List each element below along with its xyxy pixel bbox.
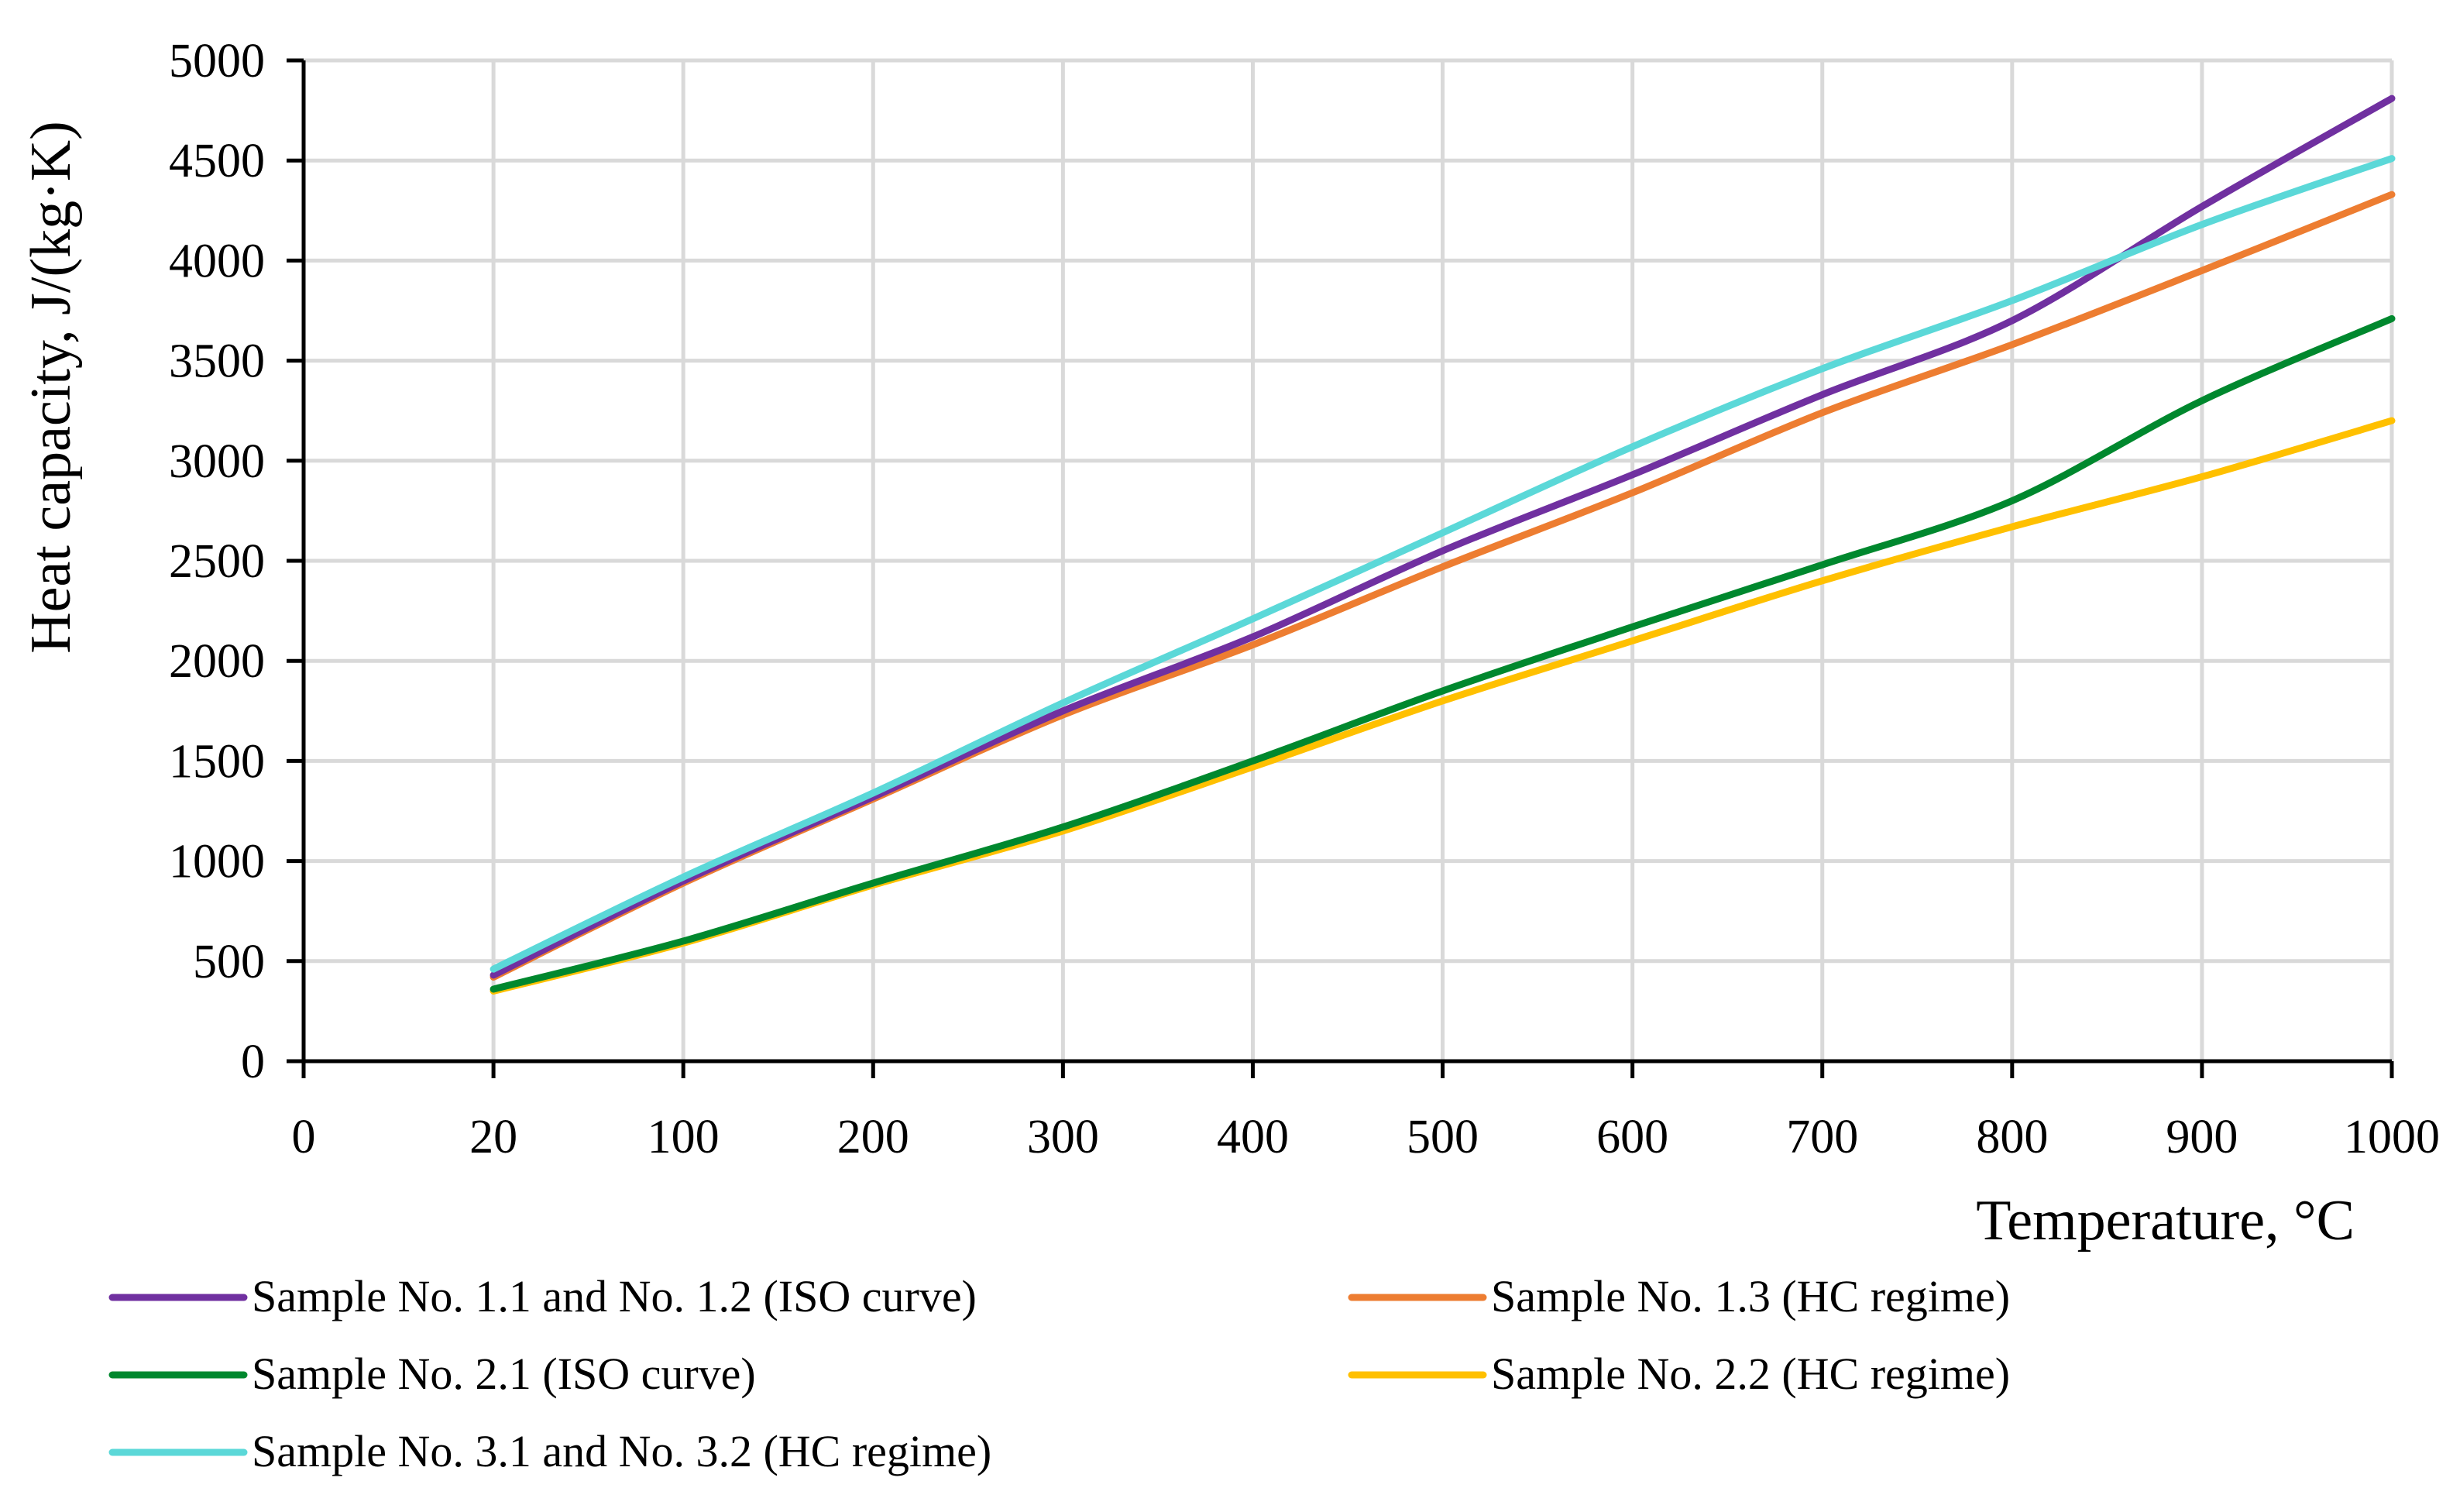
y-axis-title: Heat capacity, J/(kg·K) bbox=[19, 121, 83, 654]
x-tick-label-300: 300 bbox=[1027, 1111, 1099, 1163]
y-tick-label-3000: 3000 bbox=[169, 435, 265, 488]
legend-item-1: Sample No. 1.1 and No. 1.2 (ISO curve) bbox=[108, 1271, 977, 1321]
x-tick-label-600: 600 bbox=[1596, 1111, 1668, 1163]
legend-label-1: Sample No. 1.1 and No. 1.2 (ISO curve) bbox=[252, 1271, 977, 1321]
y-tick-label-5000: 5000 bbox=[169, 35, 265, 88]
y-tick-label-2500: 2500 bbox=[169, 535, 265, 588]
x-tick-label-0: 0 bbox=[292, 1111, 316, 1163]
legend-label-3: Sample No. 2.1 (ISO curve) bbox=[252, 1349, 756, 1399]
x-axis-title: Temperature, °C bbox=[1976, 1189, 2355, 1253]
series-line-3 bbox=[490, 314, 2396, 993]
x-tick-label-20: 20 bbox=[469, 1111, 517, 1163]
y-tick-label-500: 500 bbox=[193, 936, 265, 988]
y-tick-label-3500: 3500 bbox=[169, 335, 265, 388]
series-lines bbox=[490, 94, 2396, 995]
x-tick-label-200: 200 bbox=[837, 1111, 909, 1163]
tick-labels: 0500100015002000250030003500400045005000… bbox=[169, 35, 2440, 1163]
axes bbox=[287, 58, 2394, 1078]
legend-item-4: Sample No. 2.2 (HC regime) bbox=[1348, 1349, 2010, 1399]
y-tick-label-2000: 2000 bbox=[169, 635, 265, 688]
x-tick-label-800: 800 bbox=[1976, 1111, 2048, 1163]
legend-label-4: Sample No. 2.2 (HC regime) bbox=[1491, 1349, 2010, 1399]
y-tick-label-1500: 1500 bbox=[169, 735, 265, 788]
x-tick-label-400: 400 bbox=[1217, 1111, 1289, 1163]
legend-item-5: Sample No. 3.1 and No. 3.2 (HC regime) bbox=[108, 1426, 991, 1476]
series-line-5 bbox=[490, 155, 2396, 973]
x-tick-label-100: 100 bbox=[648, 1111, 720, 1163]
legend-item-2: Sample No. 1.3 (HC regime) bbox=[1348, 1271, 2010, 1321]
y-tick-label-0: 0 bbox=[241, 1036, 265, 1088]
y-tick-label-4000: 4000 bbox=[169, 235, 265, 287]
legend-item-3: Sample No. 2.1 (ISO curve) bbox=[108, 1349, 756, 1399]
x-tick-label-900: 900 bbox=[2166, 1111, 2238, 1163]
legend: Sample No. 1.1 and No. 1.2 (ISO curve) Sa… bbox=[108, 1271, 2010, 1476]
legend-label-2: Sample No. 1.3 (HC regime) bbox=[1491, 1271, 2010, 1321]
x-tick-label-1000: 1000 bbox=[2344, 1111, 2440, 1163]
legend-label-5: Sample No. 3.1 and No. 3.2 (HC regime) bbox=[252, 1426, 991, 1476]
y-tick-label-1000: 1000 bbox=[169, 836, 265, 888]
x-tick-label-500: 500 bbox=[1407, 1111, 1479, 1163]
x-tick-label-700: 700 bbox=[1786, 1111, 1858, 1163]
y-tick-label-4500: 4500 bbox=[169, 135, 265, 187]
grid-lines bbox=[304, 58, 2394, 1061]
